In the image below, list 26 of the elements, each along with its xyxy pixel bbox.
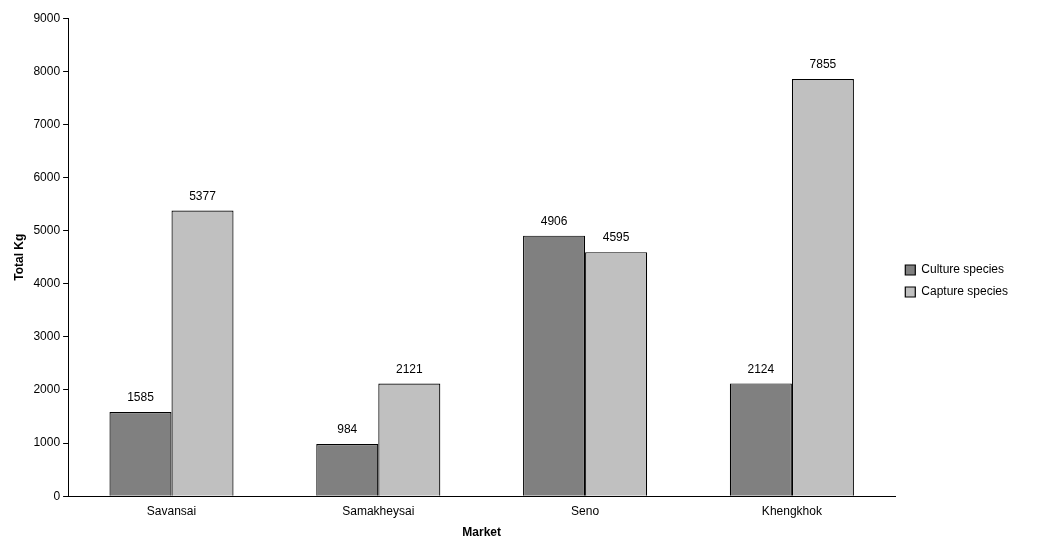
y-tick-label: 8000 <box>33 63 61 78</box>
y-tick-label: 3000 <box>33 329 61 344</box>
data-label: 4906 <box>540 213 568 228</box>
y-tick-label: 2000 <box>33 382 61 397</box>
y-tick-label: 7000 <box>33 116 61 131</box>
y-axis-title: Total Kg <box>11 233 26 281</box>
data-label: 2124 <box>747 361 775 376</box>
y-tick-label: 1000 <box>33 435 61 450</box>
y-tick-label: 9000 <box>33 10 61 25</box>
x-axis-title: Market <box>462 525 502 540</box>
x-tick-label: Seno <box>571 503 600 518</box>
x-tick-label: Samakheysai <box>342 503 415 518</box>
data-label: 7855 <box>809 57 837 72</box>
data-label: 1585 <box>127 390 155 405</box>
data-label: 4595 <box>602 230 630 245</box>
y-tick-label: 0 <box>53 488 61 503</box>
y-tick-label: 5000 <box>33 222 61 237</box>
data-label: 2121 <box>395 361 423 376</box>
legend-label: Culture species <box>921 262 1005 277</box>
data-label: 5377 <box>189 188 217 203</box>
y-tick-label: 4000 <box>33 276 61 291</box>
y-tick-label: 6000 <box>33 169 61 184</box>
x-tick-label: Khengkhok <box>761 503 823 518</box>
x-tick-label: Savansai <box>146 503 197 518</box>
legend-label: Capture species <box>921 284 1009 299</box>
data-label: 984 <box>337 422 358 437</box>
